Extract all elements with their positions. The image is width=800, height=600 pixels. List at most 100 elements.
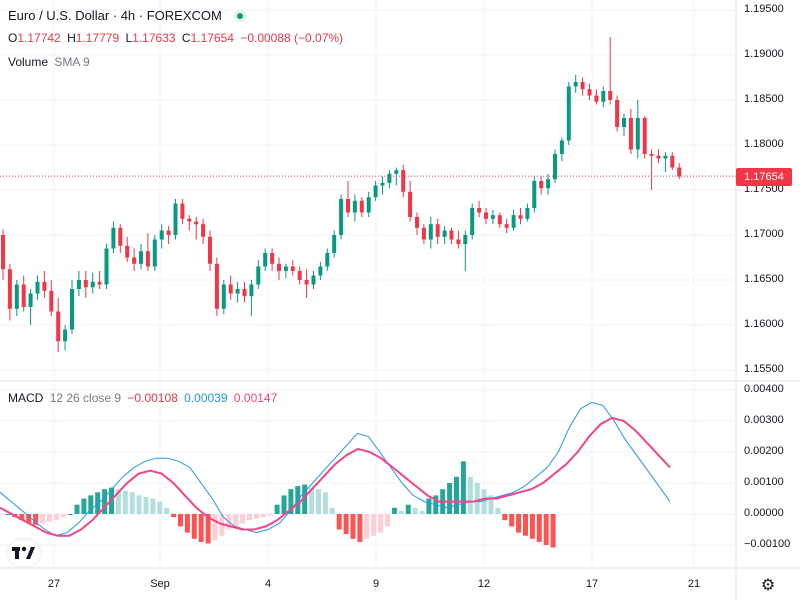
macd-histogram-bar bbox=[81, 498, 87, 514]
candle-body bbox=[35, 281, 40, 294]
candle-body bbox=[656, 155, 661, 159]
price-tick: 1.15500 bbox=[744, 363, 784, 375]
macd-histogram-bar bbox=[288, 489, 294, 514]
candle-body bbox=[373, 185, 378, 198]
macd-histogram-bar bbox=[343, 514, 349, 535]
candle-body bbox=[14, 284, 19, 309]
candle-body bbox=[152, 239, 157, 267]
candle-body bbox=[477, 208, 482, 213]
macd-histogram-bar bbox=[357, 514, 363, 542]
settings-gear-icon[interactable]: ⚙ bbox=[760, 577, 776, 594]
macd-histogram-bar bbox=[74, 504, 80, 514]
candle-body bbox=[615, 100, 620, 127]
candle-body bbox=[194, 221, 199, 225]
candle-body bbox=[532, 181, 537, 208]
macd-histogram-bar bbox=[322, 492, 328, 514]
macd-histogram-bar bbox=[122, 490, 128, 514]
candle-body bbox=[394, 170, 399, 174]
macd-histogram-bar bbox=[495, 507, 501, 514]
symbol-title: Euro / U.S. Dollar · 4h · FOREXCOM bbox=[8, 8, 222, 23]
macd-histogram-bar bbox=[329, 507, 335, 514]
macd-histogram-bar bbox=[302, 484, 308, 514]
macd-signal-value: 0.00147 bbox=[233, 391, 278, 405]
candle-body bbox=[332, 235, 337, 253]
macd-histogram-bar bbox=[385, 514, 390, 527]
macd-histogram-bar bbox=[60, 514, 66, 518]
macd-histogram-bar bbox=[157, 501, 163, 514]
candle-body bbox=[290, 266, 295, 271]
macd-histogram-bar bbox=[233, 514, 239, 527]
candle-body bbox=[277, 263, 281, 271]
candle-body bbox=[649, 154, 654, 156]
macd-hist-value: −0.00108 bbox=[127, 391, 178, 405]
candle-body bbox=[484, 212, 488, 219]
time-tick: Sep bbox=[150, 578, 170, 590]
symbol-title-row[interactable]: Euro / U.S. Dollar · 4h · FOREXCOM bbox=[8, 8, 249, 23]
candle-body bbox=[608, 91, 613, 100]
candle-body bbox=[366, 197, 371, 213]
candle-body bbox=[504, 224, 509, 228]
macd-histogram-bar bbox=[150, 498, 156, 514]
candle-body bbox=[263, 253, 268, 267]
candle-body bbox=[256, 266, 261, 285]
volume-legend[interactable]: Volume SMA 9 bbox=[8, 55, 93, 69]
candle-body bbox=[90, 281, 95, 288]
volume-label: Volume bbox=[8, 55, 49, 69]
candle-body bbox=[63, 329, 68, 342]
tradingview-logo[interactable] bbox=[8, 540, 40, 566]
macd-histogram-bar bbox=[523, 514, 528, 536]
macd-histogram-bar bbox=[447, 483, 453, 514]
candle-body bbox=[339, 199, 344, 235]
price-tick: 1.19500 bbox=[744, 3, 784, 15]
candle-body bbox=[56, 311, 61, 342]
macd-legend[interactable]: MACD 12 26 close 9 −0.00108 0.00039 0.00… bbox=[8, 391, 280, 405]
macd-histogram-bar bbox=[40, 514, 45, 524]
macd-histogram-bar bbox=[164, 507, 170, 514]
macd-tick: 0.00000 bbox=[744, 507, 784, 519]
macd-line-value: 0.00039 bbox=[184, 391, 228, 405]
price-tick: 1.16000 bbox=[744, 318, 784, 330]
macd-tick: 0.00300 bbox=[744, 414, 784, 426]
candle-body bbox=[663, 155, 668, 159]
candle-body bbox=[442, 230, 447, 237]
market-open-icon bbox=[234, 10, 247, 22]
candle-body bbox=[594, 95, 599, 102]
macd-histogram-bar bbox=[378, 514, 384, 533]
macd-histogram-bar bbox=[274, 504, 280, 514]
candle-body bbox=[566, 86, 571, 141]
ohlc-row: O1.17742 H1.17779 L1.17633 C1.17654 −0.0… bbox=[8, 31, 346, 45]
price-tick: 1.17000 bbox=[744, 228, 784, 240]
macd-histogram-bar bbox=[171, 514, 177, 518]
macd-histogram-bar bbox=[102, 489, 108, 514]
candle-body bbox=[518, 215, 523, 219]
candle-body bbox=[235, 289, 240, 294]
candle-body bbox=[449, 230, 454, 240]
candle-body bbox=[456, 239, 461, 244]
candle-body bbox=[677, 167, 682, 177]
ohlc-close: C1.17654 bbox=[181, 31, 234, 45]
macd-histogram-bar bbox=[212, 514, 218, 541]
ohlc-change: −0.00088 (−0.07%) bbox=[240, 31, 344, 45]
candle-body bbox=[470, 208, 475, 235]
candle-body bbox=[435, 224, 440, 237]
macd-histogram-bar bbox=[316, 489, 321, 514]
candle-body bbox=[97, 281, 102, 285]
candle-body bbox=[297, 271, 302, 280]
macd-histogram-bar bbox=[198, 514, 204, 542]
candle-body bbox=[83, 280, 88, 288]
candle-body bbox=[311, 275, 316, 285]
candle-body bbox=[70, 289, 74, 330]
candle-body bbox=[580, 82, 585, 90]
macd-histogram-bar bbox=[95, 492, 101, 514]
candle-body bbox=[559, 140, 564, 154]
macd-histogram-bar bbox=[516, 514, 522, 533]
macd-histogram-bar bbox=[371, 514, 377, 536]
candle-body bbox=[490, 215, 495, 219]
candle-body bbox=[214, 263, 219, 309]
price-tick: 1.17500 bbox=[744, 183, 784, 195]
candle-body bbox=[228, 284, 233, 294]
time-tick: 9 bbox=[372, 578, 380, 590]
macd-histogram-bar bbox=[247, 514, 252, 521]
macd-histogram-bar bbox=[460, 461, 466, 514]
